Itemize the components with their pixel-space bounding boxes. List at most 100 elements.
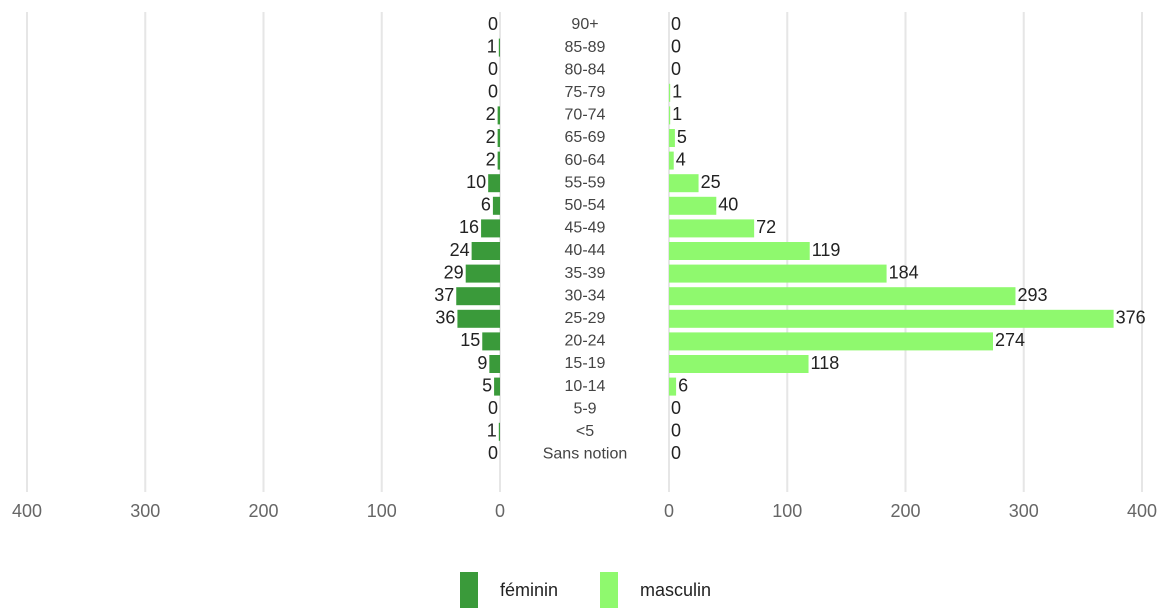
- category-label: 20-24: [565, 333, 606, 350]
- category-label: 25-29: [565, 310, 606, 327]
- value-label: 6: [678, 375, 688, 395]
- value-label: 9: [477, 353, 487, 373]
- value-label: 0: [671, 443, 681, 463]
- bar: [489, 355, 500, 373]
- x-tick-label: 100: [772, 501, 802, 521]
- bar: [488, 174, 500, 193]
- bar: [497, 106, 500, 125]
- bar: [669, 377, 677, 396]
- category-label: 80-84: [565, 61, 606, 78]
- bar: [669, 355, 809, 373]
- value-label: 0: [671, 421, 681, 441]
- bar: [481, 219, 500, 238]
- value-label: 25: [701, 172, 721, 192]
- legend-label: masculin: [640, 580, 711, 600]
- bar: [498, 422, 500, 441]
- category-label: 90+: [571, 16, 598, 33]
- bar: [669, 332, 994, 351]
- bar: [465, 264, 500, 283]
- value-label: 274: [995, 330, 1025, 350]
- bar: [497, 151, 500, 170]
- value-label: 29: [444, 262, 464, 282]
- x-tick-label: 300: [130, 501, 160, 521]
- value-label: 37: [434, 285, 454, 305]
- category-label: 30-34: [565, 287, 606, 304]
- bar: [669, 174, 699, 193]
- bar: [456, 287, 500, 306]
- value-label: 6: [481, 195, 491, 215]
- bar: [457, 309, 500, 328]
- legend-swatch: [600, 572, 618, 608]
- bar: [669, 196, 717, 215]
- value-label: 0: [671, 14, 681, 34]
- value-label: 1: [487, 36, 497, 56]
- value-label: 2: [486, 127, 496, 147]
- value-label: 0: [488, 443, 498, 463]
- bar: [669, 309, 1114, 328]
- bar: [492, 196, 500, 215]
- x-tick-label: 200: [890, 501, 920, 521]
- value-label: 1: [672, 104, 682, 124]
- value-label: 0: [671, 36, 681, 56]
- value-label: 0: [671, 398, 681, 418]
- bar: [669, 106, 671, 125]
- category-label: <5: [576, 423, 594, 440]
- value-label: 10: [466, 172, 486, 192]
- bar: [669, 219, 755, 238]
- category-label: 50-54: [565, 197, 606, 214]
- value-label: 15: [460, 330, 480, 350]
- x-tick-label: 0: [664, 501, 674, 521]
- category-label: 65-69: [565, 129, 606, 146]
- category-label: 35-39: [565, 265, 606, 282]
- value-label: 0: [488, 398, 498, 418]
- value-label: 24: [450, 240, 470, 260]
- category-label: 55-59: [565, 174, 606, 191]
- bar: [482, 332, 500, 351]
- category-label: 10-14: [565, 378, 606, 395]
- value-label: 118: [811, 353, 840, 373]
- bar: [669, 264, 887, 283]
- value-label: 376: [1116, 308, 1146, 328]
- value-label: 36: [435, 308, 455, 328]
- bar: [494, 377, 500, 396]
- category-label: 70-74: [565, 107, 606, 124]
- value-label: 119: [812, 240, 841, 260]
- bar: [498, 38, 500, 57]
- value-label: 16: [459, 217, 479, 237]
- value-label: 0: [488, 14, 498, 34]
- legend-swatch: [460, 572, 478, 608]
- category-label: Sans notion: [543, 446, 628, 463]
- category-label: 45-49: [565, 220, 606, 237]
- value-label: 1: [487, 421, 497, 441]
- value-label: 5: [677, 127, 687, 147]
- value-label: 0: [671, 59, 681, 79]
- value-label: 2: [486, 104, 496, 124]
- value-label: 72: [756, 217, 776, 237]
- bar: [669, 287, 1016, 306]
- value-label: 0: [488, 59, 498, 79]
- bar: [669, 83, 671, 102]
- category-label: 40-44: [565, 242, 606, 259]
- value-label: 184: [889, 262, 919, 282]
- category-label: 60-64: [565, 152, 606, 169]
- x-tick-label: 300: [1009, 501, 1039, 521]
- x-tick-label: 400: [12, 501, 42, 521]
- value-label: 4: [676, 149, 686, 169]
- value-label: 1: [672, 82, 682, 102]
- value-label: 0: [488, 82, 498, 102]
- category-label: 85-89: [565, 39, 606, 56]
- bar: [669, 151, 674, 170]
- x-tick-label: 200: [248, 501, 278, 521]
- value-label: 40: [718, 195, 738, 215]
- bar: [669, 242, 810, 260]
- x-tick-label: 0: [495, 501, 505, 521]
- value-label: 5: [482, 375, 492, 395]
- bar: [669, 129, 675, 147]
- x-tick-label: 100: [367, 501, 397, 521]
- category-label: 75-79: [565, 84, 606, 101]
- category-label: 15-19: [565, 355, 606, 372]
- legend-label: féminin: [500, 580, 558, 600]
- x-tick-label: 400: [1127, 501, 1157, 521]
- category-label: 5-9: [573, 400, 596, 417]
